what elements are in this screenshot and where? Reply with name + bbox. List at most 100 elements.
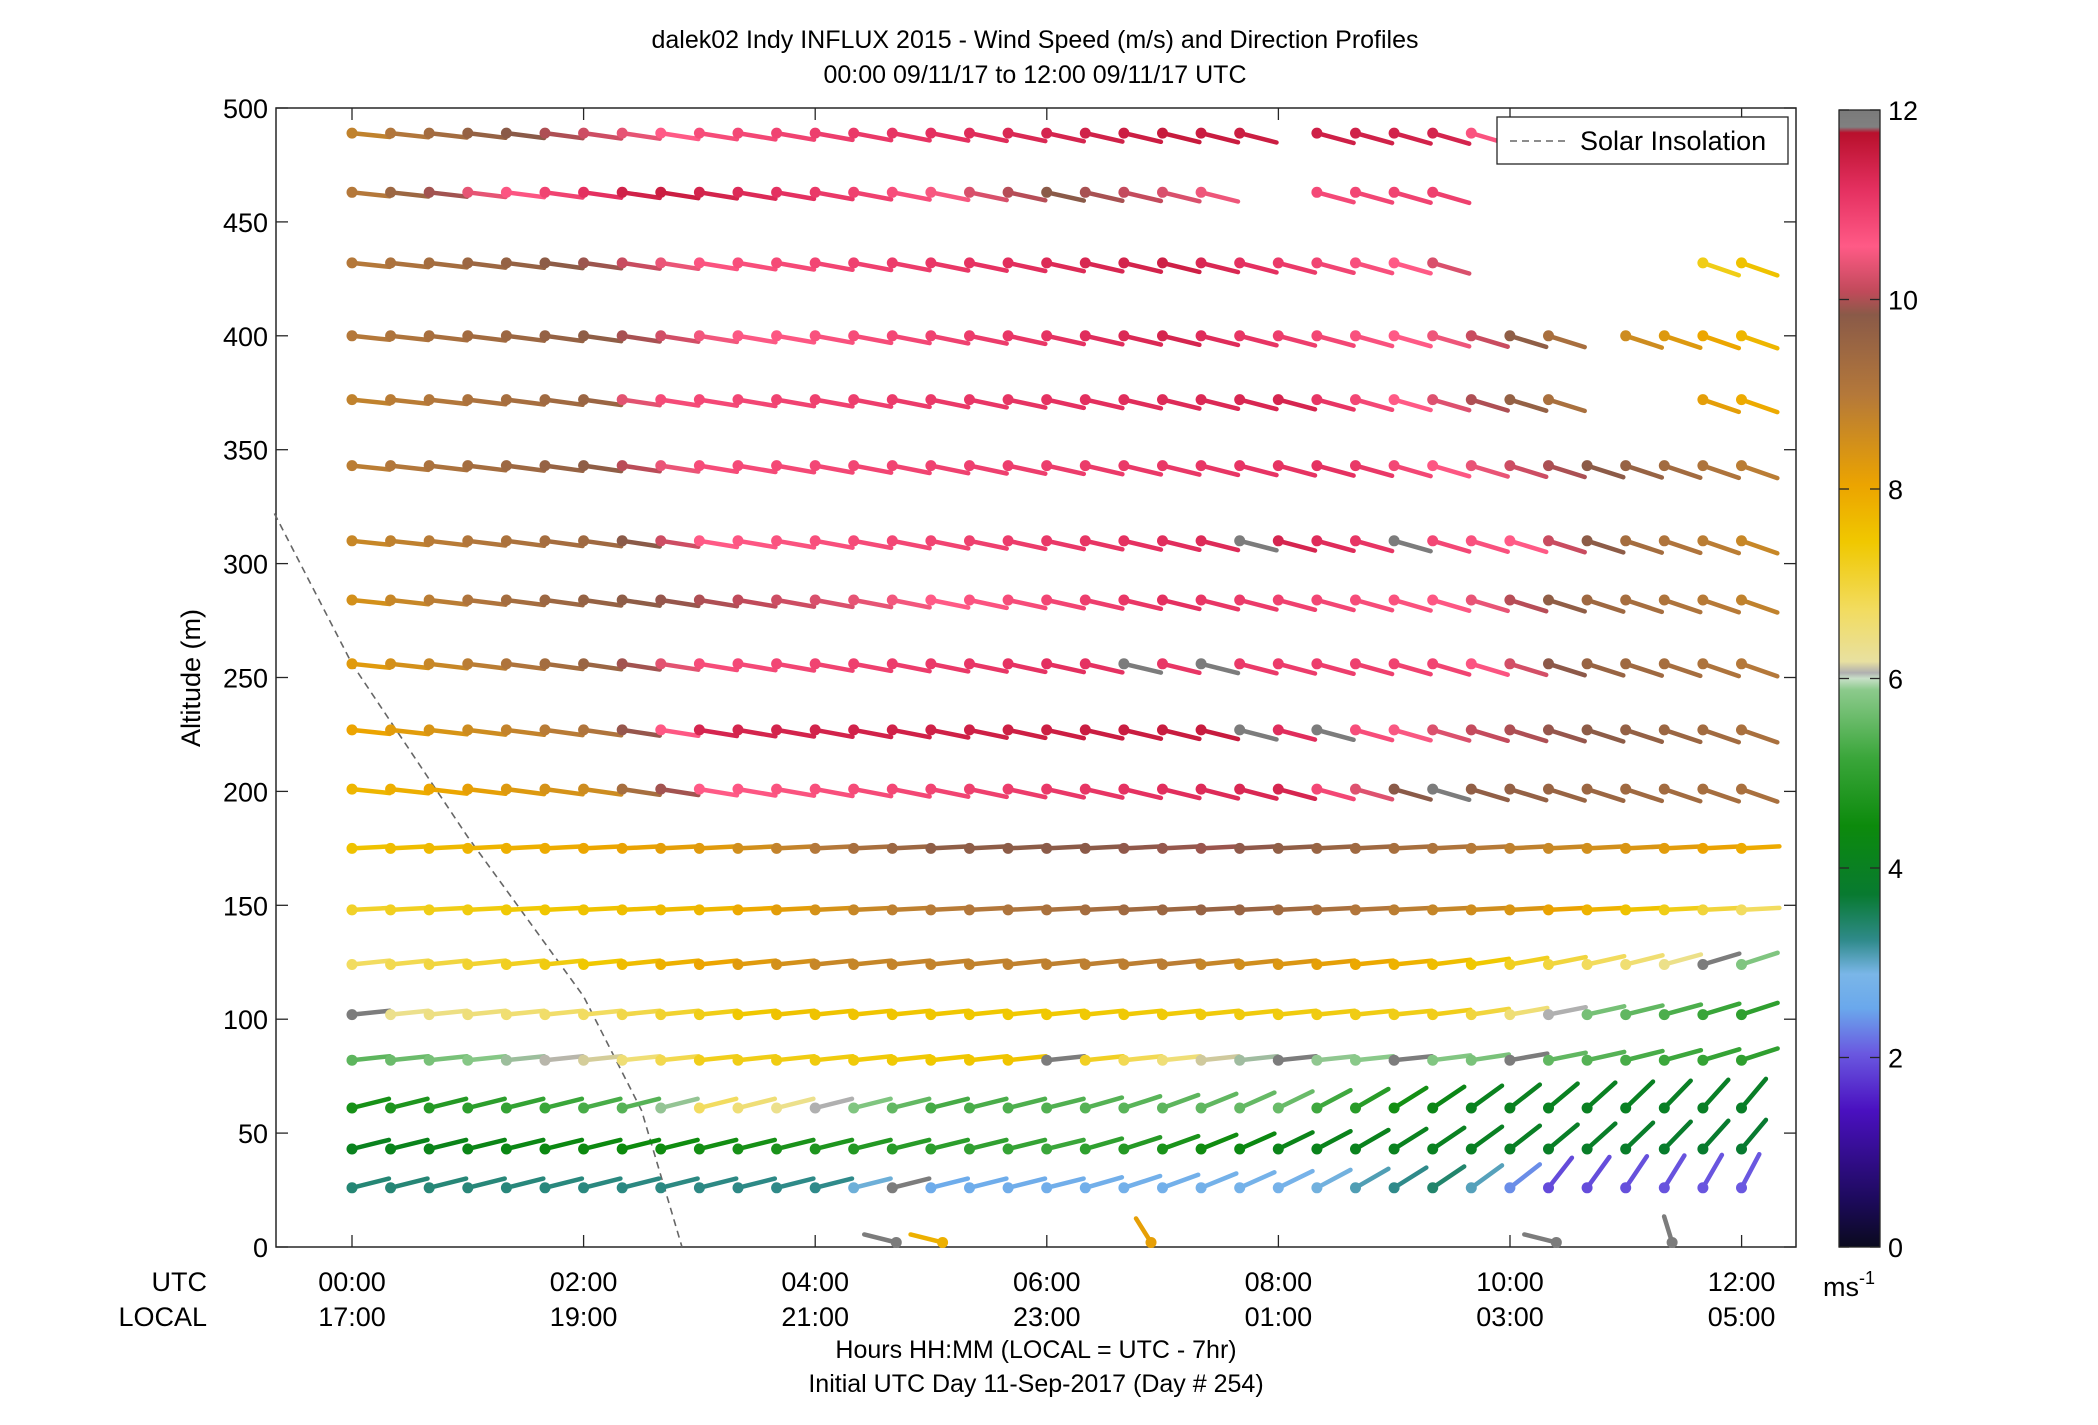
- wind-barb: [1739, 538, 1780, 556]
- wind-barb-point: [1465, 594, 1477, 606]
- wind-barb-point: [1157, 1182, 1168, 1194]
- wind-barb-point: [1427, 460, 1439, 472]
- wind-barb-point: [771, 186, 783, 198]
- wind-barb-point: [500, 127, 512, 139]
- wind-barb-point: [385, 1102, 397, 1114]
- wind-barb-point: [1697, 330, 1709, 342]
- wind-barb: [349, 397, 393, 406]
- wind-barb: [1314, 1128, 1353, 1152]
- wind-barb-point: [539, 1009, 551, 1021]
- wind-barb: [504, 597, 547, 608]
- wind-barb-point: [1736, 842, 1747, 854]
- wind-barb-point: [1311, 1143, 1323, 1155]
- wind-barb-point: [1118, 1102, 1130, 1114]
- wind-barb-point: [1427, 394, 1439, 406]
- wind-barb-point: [655, 1054, 667, 1066]
- wind-barb: [1005, 905, 1049, 913]
- wind-barb-point: [578, 594, 590, 606]
- wind-barb: [581, 538, 624, 549]
- wind-barb-point: [1543, 842, 1554, 854]
- wind-barb: [658, 958, 701, 967]
- wind-barb-point: [1350, 783, 1361, 795]
- wind-barb-point: [1311, 1102, 1323, 1114]
- wind-barb-point: [1079, 1102, 1091, 1114]
- wind-barb-point: [886, 257, 898, 269]
- wind-barb-point: [848, 1182, 860, 1194]
- wind-barb: [1314, 463, 1356, 478]
- wind-barb: [1739, 1151, 1762, 1191]
- wind-barb-point: [1311, 724, 1323, 736]
- y-tick-label: 400: [223, 322, 268, 352]
- wind-barb: [1044, 597, 1087, 611]
- wind-barb-point: [886, 330, 898, 342]
- wind-barb: [581, 844, 624, 851]
- wind-barb: [1700, 397, 1742, 415]
- wind-barb: [1237, 1170, 1277, 1191]
- wind-barb: [1314, 661, 1356, 677]
- wind-barb-point: [655, 959, 667, 970]
- colorbar: 0 2 4 6 8 10 12 ms-1: [1823, 96, 1918, 1302]
- wind-barb: [426, 727, 470, 737]
- wind-barb-point: [1041, 904, 1053, 916]
- wind-barb: [1739, 1000, 1780, 1017]
- wind-barb: [1044, 260, 1087, 274]
- wind-barb-point: [1195, 1009, 1207, 1021]
- wind-barb: [426, 661, 470, 671]
- wind-barb: [504, 1053, 547, 1063]
- wind-barb-point: [1465, 535, 1477, 547]
- wind-barb-point: [1118, 1182, 1130, 1194]
- x-tick-label-utc: 02:00: [550, 1267, 618, 1297]
- wind-barb-point: [346, 594, 358, 606]
- wind-barb: [542, 661, 585, 672]
- wind-barb-point: [1504, 460, 1516, 472]
- wind-barb: [1198, 597, 1241, 612]
- wind-barb-point: [462, 1009, 474, 1021]
- wind-barb: [1430, 1084, 1467, 1111]
- y-tick-label: 150: [223, 891, 268, 921]
- wind-barb-point: [1388, 959, 1400, 970]
- wind-barb: [812, 844, 856, 851]
- wind-barb-point: [539, 1182, 551, 1194]
- wind-barb: [1005, 1053, 1049, 1063]
- wind-barb-point: [1234, 535, 1246, 547]
- wind-barb-point: [1157, 330, 1168, 342]
- wind-barb-point: [1311, 1182, 1323, 1194]
- wind-barb: [1546, 1122, 1580, 1152]
- wind-barb-point: [1350, 594, 1361, 606]
- wind-barb-point: [809, 330, 821, 342]
- wind-barb: [1391, 1008, 1435, 1017]
- wind-barb-point: [809, 783, 821, 795]
- wind-barb-point: [886, 842, 898, 854]
- wind-barb-point: [848, 1009, 860, 1021]
- wind-barb-point: [1581, 904, 1593, 916]
- wind-barb-point: [578, 1054, 590, 1066]
- wind-barb: [1005, 190, 1048, 203]
- wind-barb-point: [1465, 330, 1477, 342]
- wind-barb-point: [1620, 783, 1632, 795]
- wind-barb: [1198, 333, 1241, 348]
- wind-barb: [1005, 597, 1048, 611]
- wind-barb-point: [578, 535, 590, 547]
- wind-barb-point: [1234, 594, 1246, 606]
- wind-barb: [1469, 1006, 1512, 1017]
- wind-barb: [1623, 844, 1666, 851]
- wind-barb: [1353, 1086, 1391, 1111]
- wind-barb: [890, 538, 932, 551]
- wind-barb: [504, 463, 547, 473]
- wind-barb-point: [539, 460, 551, 472]
- x-tick-label-utc: 10:00: [1476, 1267, 1544, 1297]
- wind-barb-point: [1697, 535, 1709, 547]
- wind-barb: [812, 130, 855, 143]
- wind-barb-point: [886, 535, 898, 547]
- wind-barb-point: [1504, 1009, 1516, 1021]
- wind-barb: [928, 463, 971, 476]
- wind-barb-point: [848, 1143, 860, 1155]
- wind-barb-point: [385, 959, 397, 970]
- wind-barb-point: [1157, 783, 1168, 795]
- wind-barb: [1391, 333, 1433, 349]
- wind-barb-point: [771, 594, 783, 606]
- wind-barb-point: [1697, 460, 1709, 472]
- wind-barb: [851, 260, 894, 273]
- wind-barb: [581, 905, 624, 913]
- wind-barb-point: [462, 127, 474, 139]
